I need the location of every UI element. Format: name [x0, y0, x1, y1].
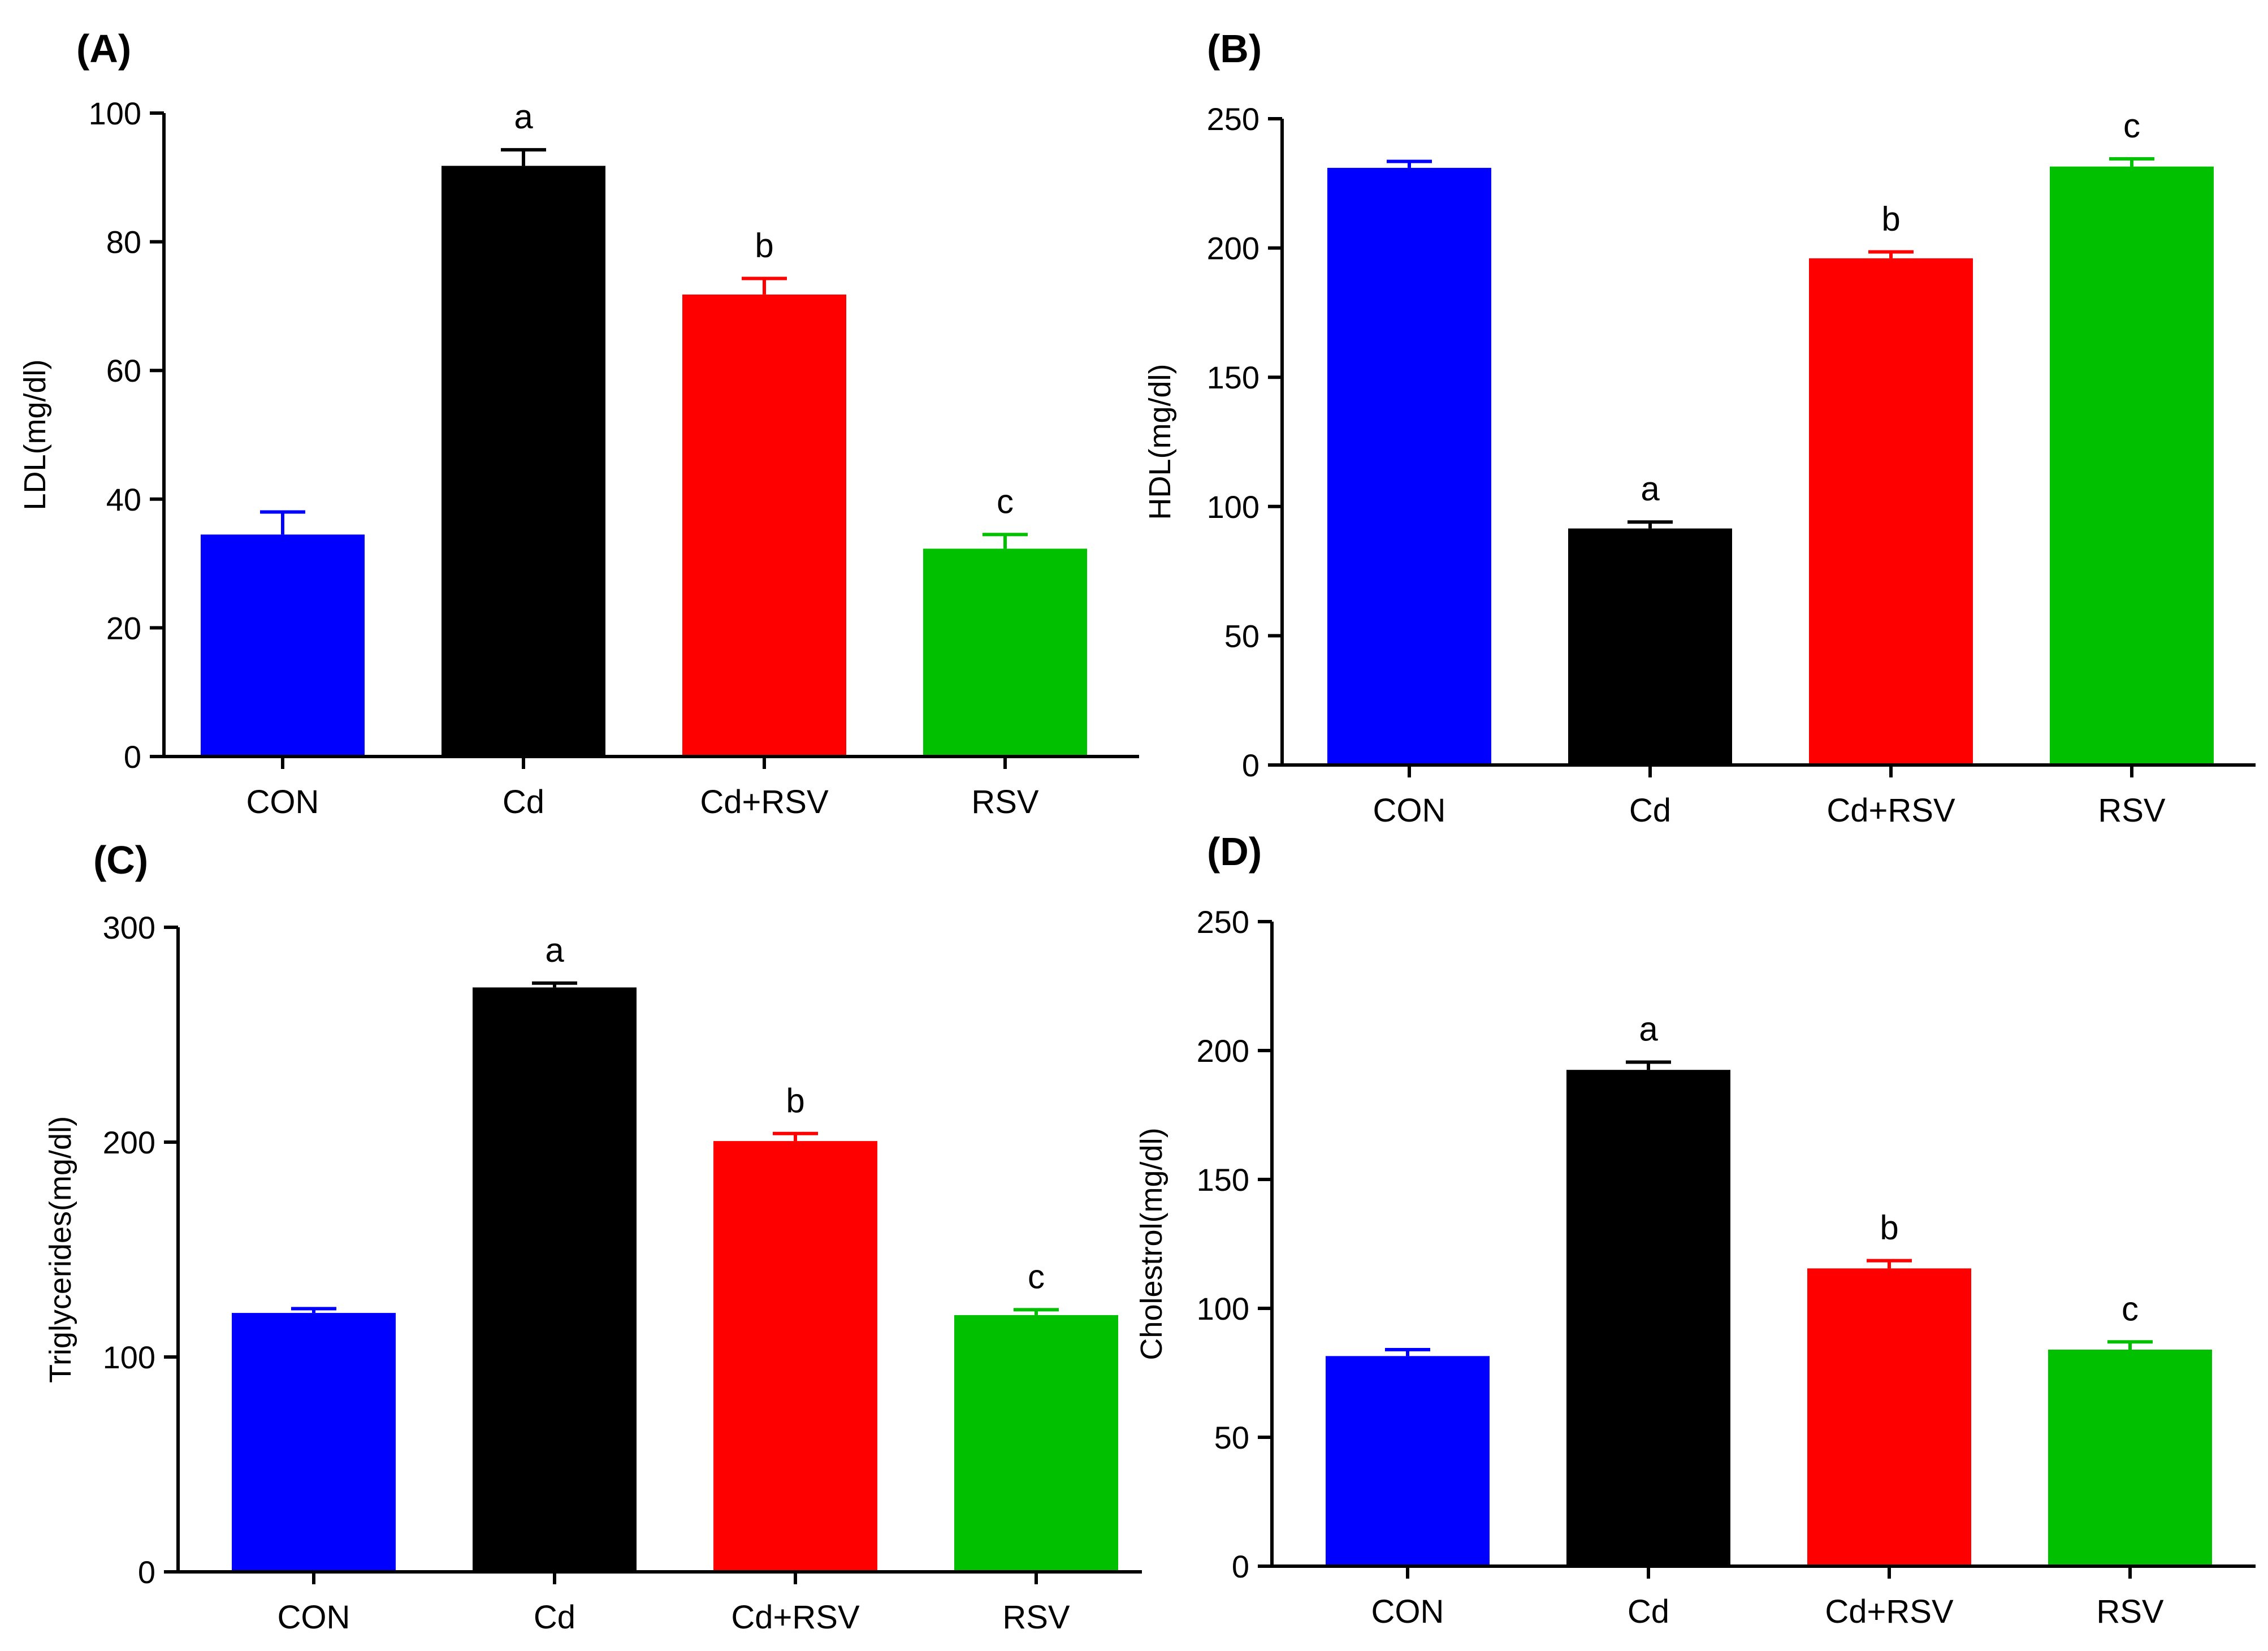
y-tick-label: 60 — [106, 353, 141, 388]
y-axis-title: LDL(mg/dl) — [18, 359, 52, 510]
y-tick-label: 20 — [106, 610, 141, 646]
significance-letter: b — [786, 1082, 804, 1120]
significance-letter: c — [2122, 1290, 2139, 1328]
significance-letter: c — [2123, 107, 2140, 145]
panel-label: (D) — [1207, 829, 1262, 874]
bar-cd — [1566, 1070, 1730, 1566]
error-bar — [1868, 250, 1914, 258]
bar-cd-plus-rsv — [1809, 258, 1973, 765]
error-bar — [501, 148, 546, 166]
chart-panel-2: (B) CON a Cd b Cd+RSV c RSV 0 50 100 150 200 250 HDL(m… — [1143, 27, 2256, 829]
x-tick-label: Cd — [1628, 1593, 1669, 1630]
y-tick-label: 100 — [1197, 1291, 1249, 1326]
significance-letter: c — [1028, 1257, 1045, 1295]
y-axis-title: Triglycerides(mg/dl) — [44, 1116, 77, 1383]
x-tick-label: Cd — [503, 784, 544, 820]
y-tick-label: 0 — [1242, 747, 1259, 783]
x-tick-label: Cd+RSV — [1826, 792, 1955, 829]
error-bar — [2109, 157, 2154, 167]
error-bar — [1867, 1259, 1912, 1269]
significance-letter: a — [545, 931, 564, 969]
error-bar — [1014, 1308, 1059, 1315]
y-tick-label: 50 — [1224, 618, 1259, 654]
x-tick-label: Cd — [1629, 792, 1671, 829]
significance-letter: a — [514, 98, 533, 136]
x-tick-label: Cd+RSV — [1825, 1593, 1954, 1630]
error-bar — [291, 1307, 336, 1313]
bar-cd — [473, 987, 637, 1572]
x-tick-label: RSV — [2098, 792, 2166, 829]
bar-con — [1327, 167, 1491, 765]
significance-letter: b — [1881, 200, 1900, 237]
panel-label: (B) — [1207, 27, 1262, 71]
error-bar — [742, 276, 787, 295]
error-bar — [982, 533, 1028, 549]
y-axis-title: HDL(mg/dl) — [1143, 364, 1177, 520]
bar-cd — [1568, 528, 1732, 765]
bar-rsv — [2048, 1349, 2212, 1566]
chart-panel-4: (D) CON a Cd b Cd+RSV c RSV 0 50 100 150 200 250 Chole… — [1135, 829, 2256, 1630]
chart-panel-1: (A) CON a Cd b Cd+RSV c RSV 0 20 40 60 80 100 LDL(mg/d… — [18, 27, 1139, 820]
y-tick-label: 250 — [1207, 101, 1259, 137]
y-tick-label: 0 — [124, 739, 141, 775]
bar-rsv — [923, 548, 1087, 757]
y-tick-label: 100 — [103, 1339, 155, 1375]
significance-letter: a — [1639, 1010, 1658, 1048]
x-tick-label: CON — [278, 1599, 350, 1636]
bar-con — [232, 1313, 396, 1572]
error-bar — [1387, 159, 1432, 168]
x-tick-label: RSV — [971, 784, 1039, 820]
significance-letter: c — [997, 482, 1014, 520]
y-tick-label: 0 — [1232, 1549, 1249, 1584]
error-bar — [1626, 1060, 1671, 1070]
y-tick-label: 200 — [1207, 231, 1259, 266]
x-tick-label: CON — [1373, 792, 1446, 829]
chart-panel-3: (C) CON a Cd b Cd+RSV c RSV 0 100 200 300 Triglyceri… — [44, 838, 1142, 1636]
error-bar — [773, 1131, 818, 1142]
x-tick-label: RSV — [2096, 1593, 2164, 1630]
y-tick-label: 150 — [1207, 360, 1259, 395]
bar-cd-plus-rsv — [682, 294, 846, 757]
y-tick-label: 100 — [89, 96, 141, 131]
y-tick-label: 300 — [103, 910, 155, 945]
y-tick-label: 150 — [1197, 1162, 1249, 1198]
bar-con — [1326, 1356, 1490, 1566]
error-bar — [1628, 520, 1673, 529]
panel-label: (A) — [76, 27, 131, 71]
y-tick-label: 200 — [103, 1125, 155, 1160]
x-tick-label: RSV — [1002, 1599, 1070, 1636]
y-tick-label: 0 — [138, 1554, 155, 1590]
x-tick-label: CON — [246, 784, 319, 820]
y-tick-label: 80 — [106, 224, 141, 260]
bar-cd-plus-rsv — [1807, 1268, 1971, 1566]
error-bar — [260, 510, 305, 535]
y-tick-label: 100 — [1207, 489, 1259, 525]
bar-cd — [442, 166, 605, 757]
significance-letter: b — [1880, 1209, 1898, 1247]
x-tick-label: Cd+RSV — [731, 1599, 860, 1636]
y-tick-label: 50 — [1214, 1420, 1249, 1455]
x-tick-label: CON — [1371, 1593, 1444, 1630]
bar-rsv — [2050, 166, 2214, 765]
panel-label: (C) — [93, 838, 148, 882]
y-tick-label: 40 — [106, 482, 141, 517]
significance-letter: b — [755, 226, 773, 264]
bar-con — [201, 534, 365, 757]
error-bar — [2107, 1340, 2153, 1350]
error-bar — [1385, 1347, 1430, 1356]
bar-cd-plus-rsv — [713, 1141, 877, 1572]
bar-rsv — [954, 1315, 1118, 1572]
y-tick-label: 200 — [1197, 1033, 1249, 1069]
significance-letter: a — [1641, 470, 1660, 508]
x-tick-label: Cd+RSV — [700, 784, 829, 820]
y-tick-label: 250 — [1197, 904, 1249, 940]
error-bar — [532, 981, 577, 988]
y-axis-title: Cholestrol(mg/dl) — [1135, 1127, 1168, 1360]
x-tick-label: Cd — [534, 1599, 575, 1636]
